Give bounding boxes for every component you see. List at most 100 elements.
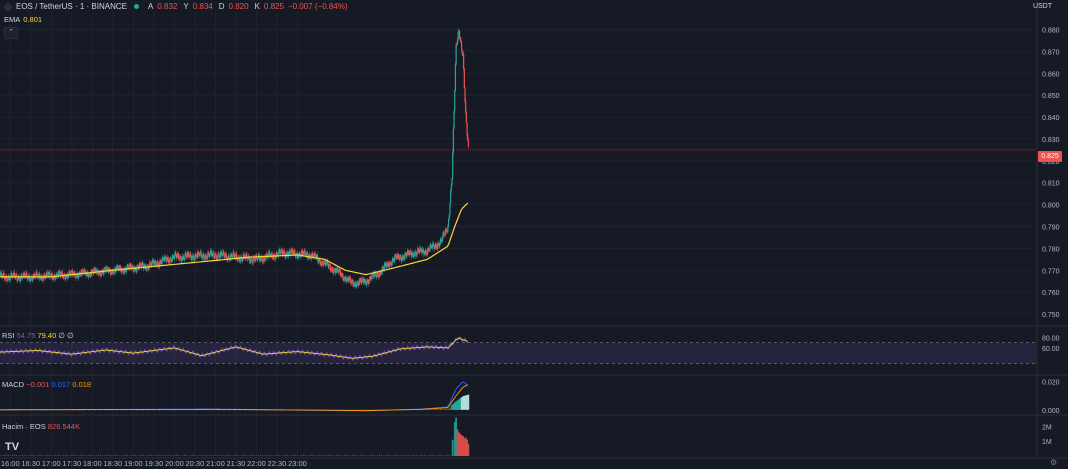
collapse-legend-button[interactable]: ⌃ — [4, 27, 18, 39]
candle-body — [383, 265, 385, 270]
macd-hist-bar — [423, 409, 425, 410]
volume-bar — [116, 454, 118, 456]
macd-hist-bar — [356, 409, 358, 411]
candle-body — [342, 276, 344, 281]
candle-body — [119, 265, 121, 268]
volume-bar — [403, 454, 405, 456]
candle-body — [410, 250, 412, 255]
volume-bar — [378, 454, 381, 456]
volume-bar — [46, 454, 48, 456]
candle-body — [254, 260, 256, 261]
macd-hist-spike — [453, 402, 456, 410]
volume-bar — [21, 454, 24, 456]
rsi-legend[interactable]: RSI 54.75 79.40 ∅ ∅ — [2, 331, 74, 340]
macd-hist-spike — [466, 395, 468, 410]
candle-body — [216, 257, 219, 260]
volume-bar — [93, 455, 95, 456]
macd-hist-bar — [365, 409, 368, 411]
candle-body — [190, 253, 192, 256]
candle-body — [461, 49, 463, 55]
volume-bar — [239, 455, 241, 456]
volume-bar — [282, 455, 284, 456]
volume-bar — [313, 454, 315, 456]
candle-body — [422, 249, 424, 253]
candle-body — [458, 30, 461, 39]
candle-body — [175, 254, 178, 259]
candle-body — [456, 39, 459, 45]
volume-spike-bar — [464, 437, 467, 456]
volume-bar — [436, 455, 438, 456]
candle-body — [74, 273, 76, 279]
candle-body — [367, 281, 370, 284]
candle-body — [430, 244, 433, 249]
macd-hist-bar — [376, 409, 379, 411]
volume-bar — [368, 454, 370, 456]
candle-body — [132, 265, 134, 268]
ema-legend[interactable]: EMA 0.801 — [4, 15, 42, 24]
candle-body — [375, 274, 377, 278]
candle-body — [184, 252, 186, 257]
candle-body — [414, 251, 416, 257]
candle-body — [287, 255, 289, 257]
candle-body — [132, 267, 134, 272]
volume-bar — [36, 455, 38, 456]
candle-body — [363, 282, 365, 283]
candle-body — [144, 264, 146, 267]
candle-body — [72, 275, 74, 276]
candle-body — [359, 278, 361, 283]
volume-bar — [206, 455, 208, 456]
last-price-tag: 0.825 — [1038, 151, 1062, 162]
price-tick-label: 0.760 — [1042, 290, 1060, 297]
macd-hist-bar — [174, 409, 176, 411]
candle-body — [140, 265, 143, 268]
candle-body — [321, 261, 323, 263]
volume-bar — [370, 454, 372, 456]
candle-body — [452, 152, 454, 179]
volume-bar — [411, 454, 413, 456]
volume-bar — [11, 454, 13, 456]
volume-bar — [196, 455, 198, 456]
volume-spike-bar — [455, 417, 458, 456]
macd-signal-value: 0.018 — [72, 380, 92, 389]
gear-icon[interactable]: ⚙ — [1050, 458, 1058, 467]
candle-body — [168, 259, 171, 264]
candle-body — [366, 279, 368, 284]
candle-body — [136, 265, 139, 268]
volume-bar — [237, 455, 239, 456]
volume-bar — [87, 455, 89, 456]
candle-body — [259, 258, 262, 262]
candle-body — [214, 257, 216, 259]
volume-bar — [405, 454, 407, 456]
candle-body — [245, 254, 247, 255]
volume-bar — [175, 454, 178, 456]
candle-body — [447, 218, 450, 226]
volume-bar — [333, 455, 335, 456]
volume-bar — [335, 454, 338, 456]
volume-bar — [73, 454, 75, 456]
candle-body — [356, 281, 358, 287]
macd-legend[interactable]: MACD −0.001 0.017 0.018 — [2, 380, 91, 389]
candle-body — [370, 278, 372, 280]
candle-body — [85, 272, 87, 276]
candle-body — [452, 128, 454, 153]
candle-body — [207, 252, 209, 258]
candle-body — [432, 243, 434, 247]
candle-body — [456, 44, 458, 45]
macd-hist-bar — [353, 409, 355, 411]
candle-body — [281, 250, 284, 255]
candle-body — [160, 262, 162, 264]
symbol-title[interactable]: EOS / TetherUS · 1 · BINANCE — [16, 2, 127, 11]
market-open-dot-icon — [134, 4, 139, 9]
candle-body — [108, 271, 110, 273]
candle-body — [277, 252, 279, 257]
volume-legend[interactable]: Hacim · EOS 826.544K — [2, 422, 80, 431]
candle-body — [32, 278, 34, 281]
candle-body — [139, 263, 141, 264]
volume-bar — [280, 455, 282, 456]
candle-body — [463, 68, 465, 88]
time-tick-label: 22:30 — [268, 459, 287, 468]
currency-label[interactable]: USDT — [1032, 3, 1052, 10]
volume-bar — [112, 455, 114, 456]
tradingview-logo-icon[interactable]: TV — [5, 441, 20, 453]
